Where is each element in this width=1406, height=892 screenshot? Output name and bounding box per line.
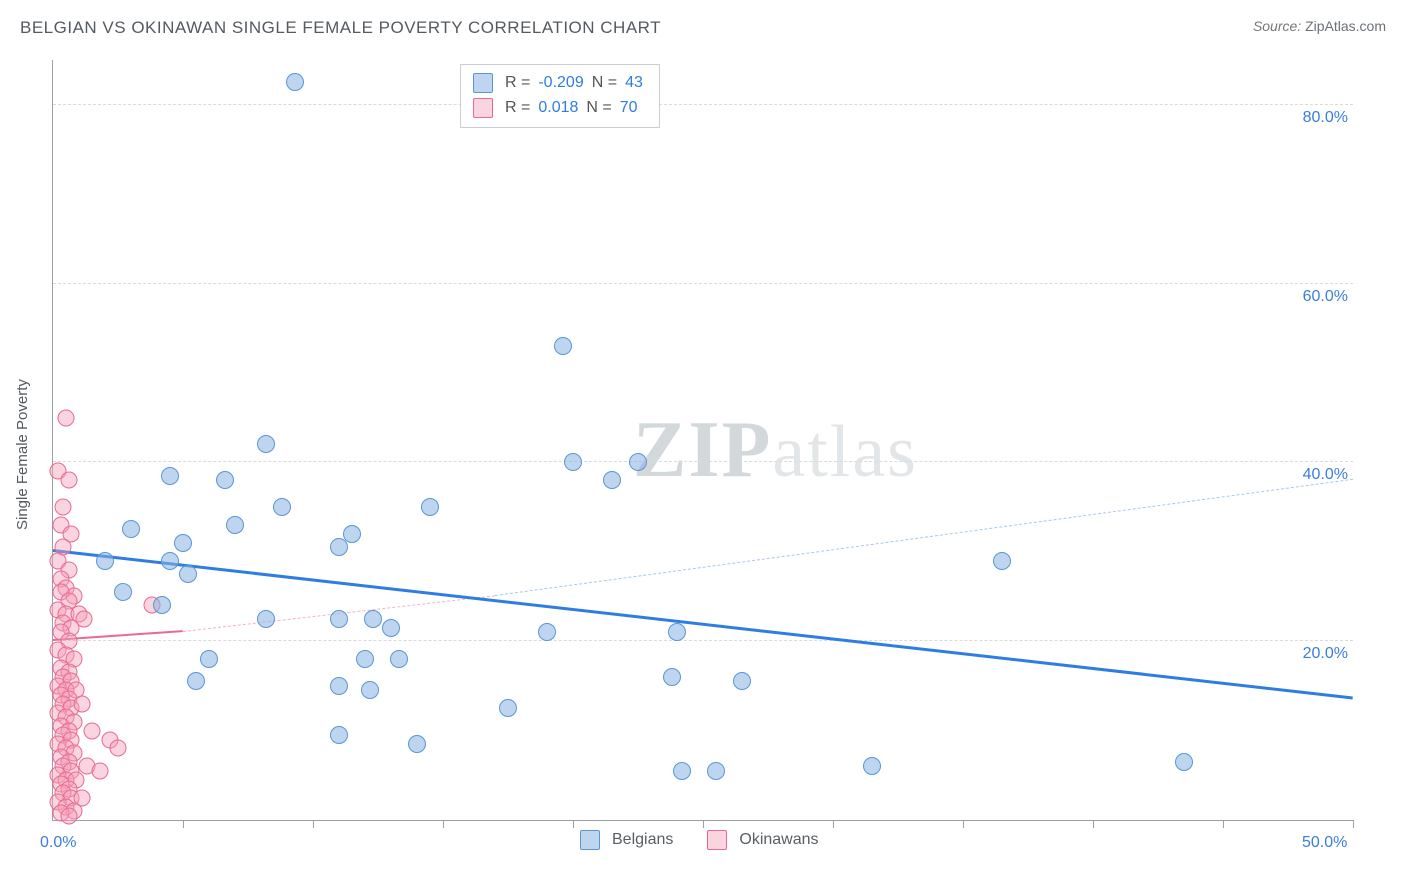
data-point <box>538 623 556 641</box>
x-tick <box>963 820 964 828</box>
legend-item-okinawans: Okinawans <box>707 830 818 850</box>
x-tick <box>703 820 704 828</box>
correlation-row-belgians: R = -0.209 N = 43 <box>473 71 643 96</box>
series-legend: Belgians Okinawans <box>580 830 819 850</box>
data-point <box>364 610 382 628</box>
data-point <box>603 471 621 489</box>
data-point <box>663 668 681 686</box>
data-point <box>114 583 132 601</box>
data-point <box>110 740 127 757</box>
data-point <box>257 610 275 628</box>
watermark: ZIPatlas <box>633 405 918 496</box>
data-point <box>863 757 881 775</box>
x-tick <box>1353 820 1354 828</box>
data-point <box>55 499 72 516</box>
x-tick <box>833 820 834 828</box>
data-point <box>330 677 348 695</box>
data-point <box>73 695 90 712</box>
x-tick <box>1093 820 1094 828</box>
y-tick-label: 80.0% <box>1288 109 1348 127</box>
trendline <box>495 479 1353 596</box>
data-point <box>161 467 179 485</box>
data-point <box>668 623 686 641</box>
correlation-legend: R = -0.209 N = 43 R = 0.018 N = 70 <box>460 64 660 128</box>
correlation-row-okinawans: R = 0.018 N = 70 <box>473 96 643 121</box>
data-point <box>361 681 379 699</box>
data-point <box>286 73 304 91</box>
swatch-pink <box>473 98 493 118</box>
x-tick <box>1223 820 1224 828</box>
data-point <box>356 650 374 668</box>
data-point <box>153 596 171 614</box>
data-point <box>84 722 101 739</box>
data-point <box>273 498 291 516</box>
swatch-pink <box>707 830 727 850</box>
swatch-blue <box>580 830 600 850</box>
data-point <box>96 552 114 570</box>
data-point <box>91 762 108 779</box>
data-point <box>174 534 192 552</box>
x-tick <box>313 820 314 828</box>
data-point <box>707 762 725 780</box>
gridline-h <box>53 640 1353 641</box>
x-axis-end-label: 50.0% <box>1302 834 1347 852</box>
data-point <box>343 525 361 543</box>
data-point <box>629 453 647 471</box>
data-point <box>60 807 77 824</box>
y-tick-label: 40.0% <box>1288 466 1348 484</box>
gridline-h <box>53 104 1353 105</box>
data-point <box>673 762 691 780</box>
data-point <box>58 409 75 426</box>
y-tick-label: 20.0% <box>1288 645 1348 663</box>
source-attribution: Source: ZipAtlas.com <box>1253 18 1386 34</box>
data-point <box>200 650 218 668</box>
gridline-h <box>53 283 1353 284</box>
data-point <box>161 552 179 570</box>
data-point <box>554 337 572 355</box>
data-point <box>330 610 348 628</box>
x-tick <box>183 820 184 828</box>
data-point <box>408 735 426 753</box>
x-tick <box>573 820 574 828</box>
data-point <box>330 726 348 744</box>
data-point <box>76 610 93 627</box>
data-point <box>179 565 197 583</box>
data-point <box>564 453 582 471</box>
data-point <box>382 619 400 637</box>
data-point <box>226 516 244 534</box>
data-point <box>390 650 408 668</box>
data-point <box>122 520 140 538</box>
x-tick <box>443 820 444 828</box>
data-point <box>499 699 517 717</box>
data-point <box>330 538 348 556</box>
data-point <box>1175 753 1193 771</box>
swatch-blue <box>473 73 493 93</box>
data-point <box>733 672 751 690</box>
gridline-h <box>53 461 1353 462</box>
legend-item-belgians: Belgians <box>580 830 673 850</box>
x-axis-origin-label: 0.0% <box>40 834 76 852</box>
data-point <box>993 552 1011 570</box>
data-point <box>60 472 77 489</box>
data-point <box>216 471 234 489</box>
scatter-plot-area: ZIPatlas <box>52 60 1353 821</box>
data-point <box>257 435 275 453</box>
y-tick-label: 60.0% <box>1288 288 1348 306</box>
chart-title: BELGIAN VS OKINAWAN SINGLE FEMALE POVERT… <box>20 18 661 37</box>
y-axis-label: Single Female Poverty <box>14 379 31 530</box>
data-point <box>187 672 205 690</box>
data-point <box>421 498 439 516</box>
